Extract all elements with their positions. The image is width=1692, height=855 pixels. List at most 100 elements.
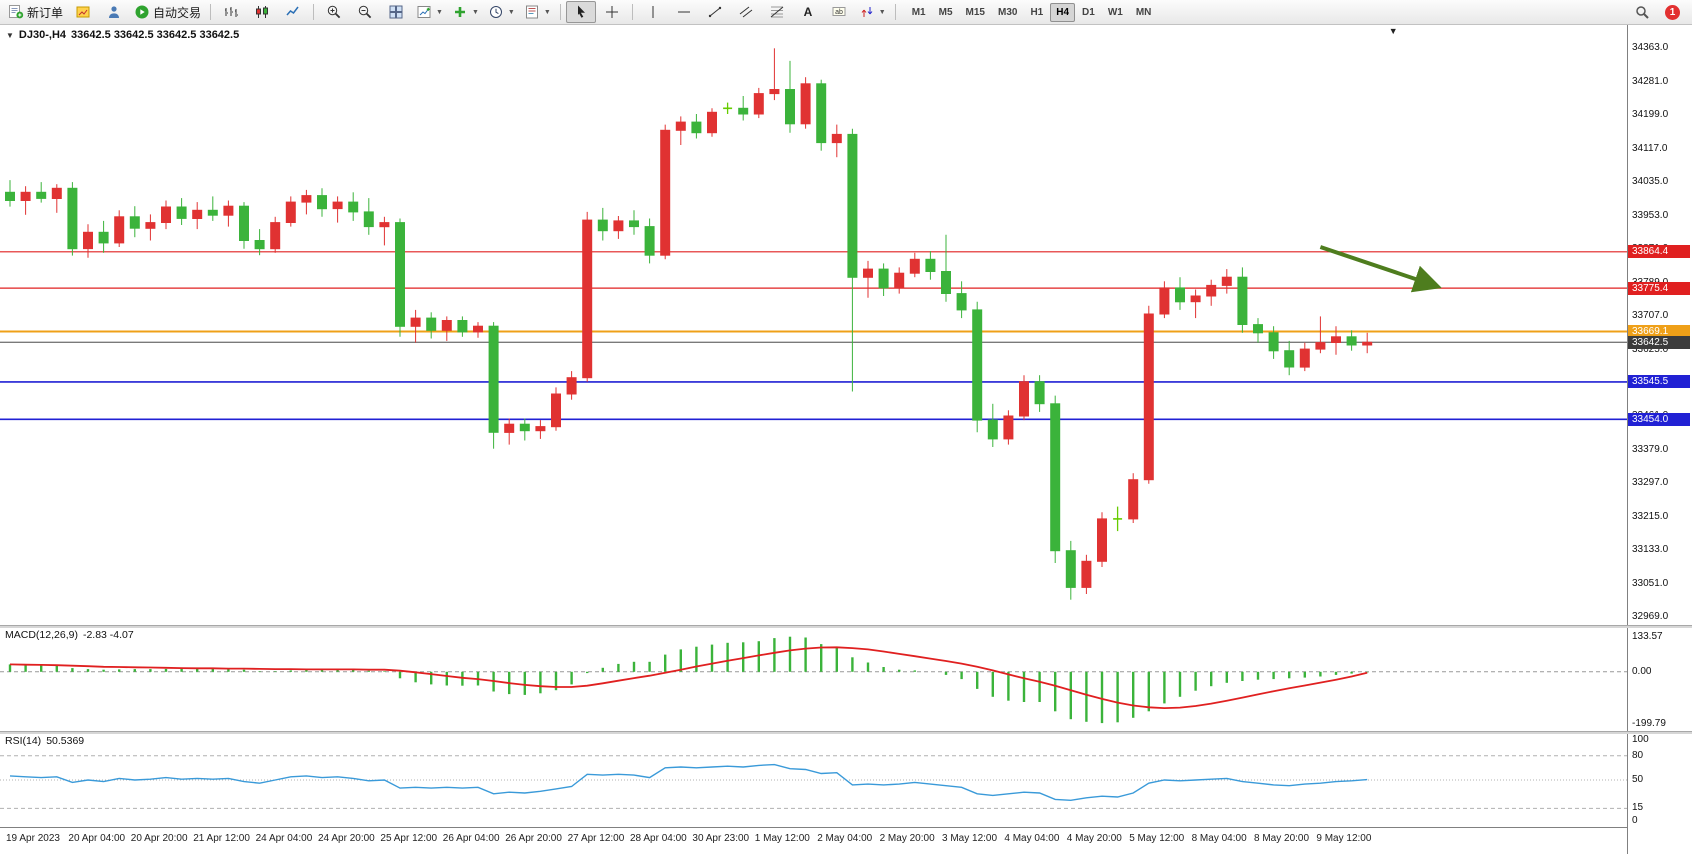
timeframe-m5-button[interactable]: M5 (938, 6, 953, 18)
timeframe-mn-button[interactable]: MN (1135, 6, 1152, 18)
zoom-in-icon (326, 4, 342, 20)
text-label-icon: ab (831, 4, 847, 20)
price-axis-tick: 33625.0 (1632, 343, 1669, 355)
rsi-axis-tick: 0 (1632, 814, 1638, 826)
horizontal-line-button[interactable] (669, 1, 699, 23)
tile-windows-button[interactable] (381, 1, 411, 23)
macd-indicator-pane[interactable]: MACD(12,26,9) -2.83 -4.07 (0, 627, 1628, 731)
time-axis-label: 3 May 12:00 (942, 833, 998, 844)
toolbar-separator (313, 4, 315, 20)
time-axis[interactable]: 19 Apr 2023 20 Apr 04:00 20 Apr 20:00 21 Ap… (0, 827, 1628, 855)
chart-window: 34363.0 34281.0 34199.0 34117.0 34035.0 33953… (0, 25, 1692, 855)
price-chart-canvas[interactable] (0, 25, 1628, 625)
time-axis-label: 2 May 20:00 (879, 833, 935, 844)
time-axis-label: 21 Apr 12:00 (193, 833, 250, 844)
navigator-button[interactable] (99, 1, 129, 23)
candlestick-chart-button[interactable] (247, 1, 277, 23)
timeframe-d1-button[interactable]: D1 (1082, 6, 1095, 18)
market-watch-button[interactable] (68, 1, 98, 23)
text-label-button[interactable]: ab (824, 1, 854, 23)
level-price-label: 33669.1 (1628, 325, 1690, 338)
fibo-icon (769, 4, 785, 20)
svg-text:ab: ab (835, 9, 843, 16)
timeframe-m30-button[interactable]: M30 (997, 6, 1018, 18)
chart-dropdown-icon[interactable]: ▼ (6, 30, 14, 40)
new-order-button[interactable]: 新订单 (4, 1, 67, 23)
arrows-icon (859, 4, 875, 20)
macd-axis-tick: 133.57 (1632, 630, 1663, 642)
chart-title-bar: ▼ DJ30-,H4 33642.5 33642.5 33642.5 33642… (6, 29, 239, 41)
time-axis-label: 20 Apr 20:00 (130, 833, 188, 844)
bar-chart-button[interactable] (216, 1, 246, 23)
svg-text:A: A (803, 5, 812, 19)
timeframe-m1-button[interactable]: M1 (911, 6, 926, 18)
periods-button[interactable]: ▼ (484, 1, 519, 23)
toolbar-separator (894, 4, 896, 20)
chart-shift-marker[interactable]: ▼ (1388, 26, 1398, 36)
zoom-in-button[interactable] (319, 1, 349, 23)
timeframe-w1-button[interactable]: W1 (1107, 6, 1123, 18)
level-price-label: 33775.4 (1628, 281, 1690, 295)
macd-canvas[interactable] (0, 627, 1628, 731)
trendline-button[interactable] (700, 1, 730, 23)
zoom-out-button[interactable] (350, 1, 380, 23)
templates-button[interactable]: ▼ (520, 1, 555, 23)
autotrading-icon (134, 4, 150, 20)
time-axis-label: 2 May 04:00 (817, 833, 873, 844)
autotrading-button[interactable]: 自动交易 (130, 1, 205, 23)
cursor-button[interactable] (565, 1, 596, 23)
market-watch-icon (75, 4, 91, 20)
timeframe-m15-button[interactable]: M15 (965, 6, 985, 18)
dropdown-arrow-icon: ▼ (878, 8, 886, 16)
price-chart-pane[interactable]: ▼ DJ30-,H4 33642.5 33642.5 33642.5 33642… (0, 25, 1628, 625)
macd-name: MACD(12,26,9) (5, 629, 78, 641)
navigator-icon (106, 4, 122, 20)
time-axis-label: 4 May 04:00 (1004, 833, 1060, 844)
price-axis-tick: 33953.0 (1632, 209, 1669, 221)
time-axis-label: 19 Apr 2023 (6, 833, 60, 844)
dropdown-arrow-icon: ▼ (471, 8, 479, 16)
search-icon (1634, 4, 1650, 20)
timeframe-toolbar: M1 M5 M15 M30 H1 H4 D1 W1 MN (906, 2, 1158, 22)
new-chart-icon (416, 4, 432, 20)
timeframe-h4-button[interactable]: H4 (1050, 2, 1076, 22)
arrows-button[interactable]: ▼ (855, 1, 890, 23)
rsi-label: RSI(14) 50.5369 (5, 735, 84, 747)
dropdown-arrow-icon: ▼ (543, 8, 551, 16)
price-axis-tick: 34199.0 (1632, 109, 1669, 121)
price-axis-tick: 34035.0 (1632, 176, 1669, 188)
fibonacci-button[interactable] (762, 1, 792, 23)
indicators-button[interactable]: ▼ (448, 1, 483, 23)
notification-badge[interactable]: 1 (1665, 4, 1680, 20)
new-chart-button[interactable]: ▼ (412, 1, 447, 23)
macd-pane-divider[interactable] (0, 625, 1692, 628)
rsi-canvas[interactable] (0, 733, 1628, 827)
search-button[interactable] (1627, 1, 1657, 23)
channel-icon (738, 4, 754, 20)
crosshair-icon (604, 4, 620, 20)
text-button[interactable]: A (793, 1, 823, 23)
new-order-button-label: 新订单 (27, 5, 64, 20)
vertical-line-button[interactable] (638, 1, 668, 23)
bid-price-label: 33642.5 (1628, 335, 1690, 349)
rsi-indicator-pane[interactable]: RSI(14) 50.5369 (0, 733, 1628, 827)
time-axis-label: 30 Apr 23:00 (692, 833, 750, 844)
time-axis-label: 28 Apr 04:00 (630, 833, 687, 844)
macd-values: -2.83 -4.07 (82, 629, 134, 641)
time-axis-label: 9 May 12:00 (1316, 833, 1372, 844)
cursor-icon (573, 4, 589, 20)
level-price-label: 33545.5 (1628, 375, 1690, 389)
line-chart-button[interactable] (278, 1, 308, 23)
price-axis-tick: 34363.0 (1632, 42, 1669, 54)
equidistant-channel-button[interactable] (731, 1, 761, 23)
rsi-value: 50.5369 (46, 735, 85, 747)
timeframe-h1-button[interactable]: H1 (1030, 6, 1044, 18)
vline-icon (645, 4, 661, 20)
crosshair-button[interactable] (597, 1, 627, 23)
rsi-pane-divider[interactable] (0, 731, 1692, 734)
rsi-axis-tick: 15 (1632, 802, 1644, 814)
price-axis-column[interactable]: 34363.0 34281.0 34199.0 34117.0 34035.0 33953… (1627, 25, 1692, 854)
